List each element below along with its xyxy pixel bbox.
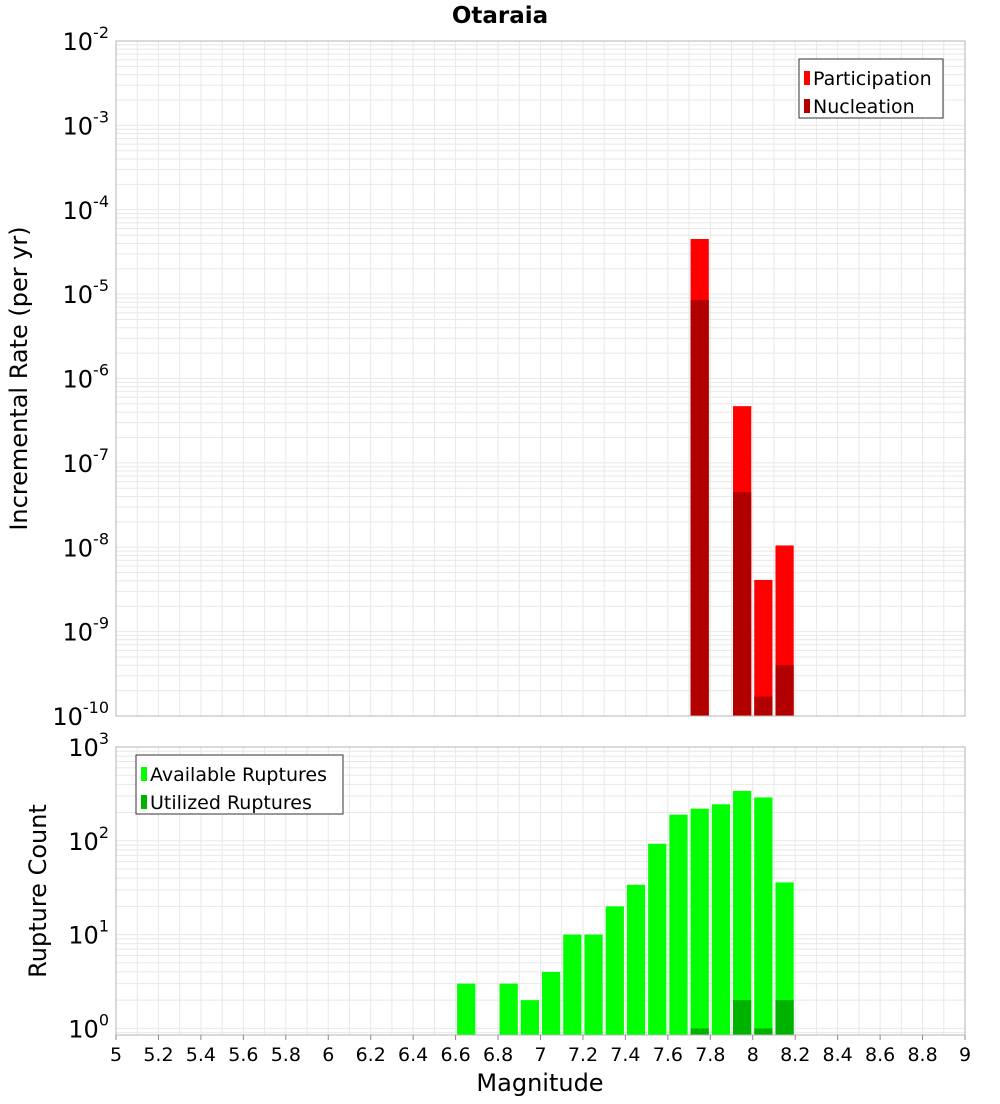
x-tick-label: 5	[110, 1044, 122, 1066]
y-tick-label: 10-8	[63, 529, 110, 562]
y-tick-label: 100	[68, 1010, 109, 1043]
legend-box	[135, 754, 344, 815]
x-tick-label: 5.4	[186, 1044, 216, 1066]
x-tick-label: 6.4	[398, 1044, 428, 1066]
legend-box	[798, 58, 944, 119]
bar-available-ruptures	[648, 843, 667, 1035]
x-tick-label: 6	[322, 1044, 334, 1066]
legend-label: Available Ruptures	[150, 764, 327, 786]
bar-participation	[754, 579, 773, 716]
bar-available-ruptures	[499, 983, 518, 1035]
x-tick-label: 8.4	[823, 1044, 853, 1066]
legend-label: Nucleation	[813, 96, 915, 118]
bar-nucleation	[690, 300, 709, 716]
bar-available-ruptures	[605, 906, 624, 1035]
x-tick-label: 8.2	[780, 1044, 810, 1066]
bar-available-ruptures	[775, 882, 794, 1035]
y-tick-label: 10-9	[63, 614, 110, 647]
legend-label: Participation	[813, 68, 932, 90]
y-axis-label: Rupture Count	[24, 804, 52, 978]
bar-nucleation	[733, 492, 752, 716]
y-tick-label: 10-3	[63, 107, 110, 140]
bar-utilized-ruptures	[775, 1000, 794, 1035]
x-tick-label: 5.8	[271, 1044, 301, 1066]
legend-swatch	[141, 767, 147, 781]
x-tick-label: 7.4	[610, 1044, 640, 1066]
bar-available-ruptures	[457, 983, 476, 1035]
bar-available-ruptures	[733, 790, 752, 1035]
bar-available-ruptures	[626, 884, 646, 1035]
legend-swatch	[141, 795, 147, 809]
bar-utilized-ruptures	[733, 1000, 752, 1035]
y-tick-label: 102	[68, 823, 109, 856]
bar-available-ruptures	[542, 971, 561, 1035]
legend-label: Utilized Ruptures	[150, 792, 312, 814]
legend-swatch	[804, 71, 810, 85]
x-axis-label: Magnitude	[476, 1069, 603, 1097]
bar-available-ruptures	[584, 934, 603, 1035]
x-tick-label: 6.2	[356, 1044, 386, 1066]
y-tick-label: 10-5	[63, 276, 110, 309]
bar-nucleation	[775, 665, 794, 716]
y-axis-label: Incremental Rate (per yr)	[5, 226, 33, 530]
x-tick-label: 6.8	[483, 1044, 513, 1066]
bar-available-ruptures	[563, 934, 582, 1035]
y-tick-label: 10-7	[63, 445, 110, 478]
x-tick-label: 5.2	[143, 1044, 173, 1066]
bar-utilized-ruptures	[690, 1028, 709, 1035]
bar-utilized-ruptures	[754, 1028, 773, 1035]
x-tick-label: 8.8	[907, 1044, 937, 1066]
y-tick-label: 10-4	[63, 192, 110, 225]
bar-nucleation	[754, 696, 773, 716]
chart-title: Otaraia	[452, 3, 548, 29]
x-tick-label: 6.6	[440, 1044, 470, 1066]
x-tick-label: 8.6	[865, 1044, 895, 1066]
x-tick-label: 7.6	[653, 1044, 683, 1066]
y-tick-label: 10-10	[52, 698, 109, 731]
bar-available-ruptures	[520, 1000, 539, 1035]
y-tick-label: 10-6	[63, 361, 110, 394]
y-tick-label: 103	[68, 729, 109, 762]
legend-swatch	[804, 99, 810, 113]
bar-available-ruptures	[669, 814, 688, 1035]
bar-available-ruptures	[754, 797, 773, 1035]
y-tick-label: 101	[68, 917, 109, 950]
bar-available-ruptures	[711, 804, 731, 1035]
x-tick-label: 7	[534, 1044, 546, 1066]
x-tick-label: 5.6	[228, 1044, 258, 1066]
x-tick-label: 7.2	[568, 1044, 598, 1066]
plot-frame	[115, 40, 966, 717]
x-tick-label: 7.8	[695, 1044, 725, 1066]
x-tick-label: 9	[959, 1044, 971, 1066]
bar-available-ruptures	[690, 808, 709, 1035]
x-tick-label: 8	[747, 1044, 759, 1066]
y-tick-label: 10-2	[63, 23, 110, 56]
